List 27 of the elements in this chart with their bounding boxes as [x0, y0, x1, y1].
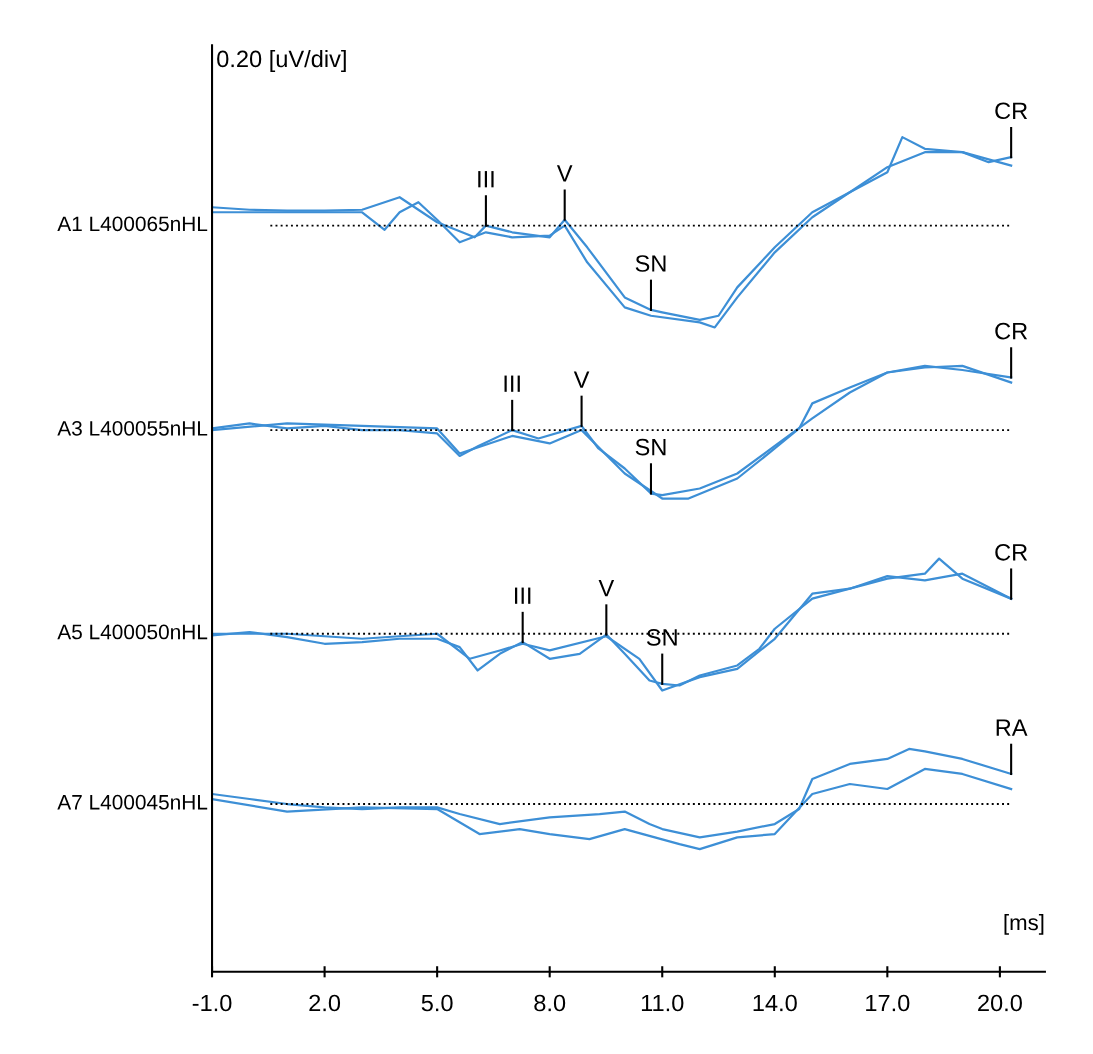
annotation: V [573, 371, 590, 388]
annotation: CR [995, 102, 1028, 120]
x-tick-label: -1.0 [192, 994, 232, 1012]
x-tick-label: 5.0 [421, 994, 453, 1012]
text: A5 L400050nHL [57, 624, 208, 640]
annotation: III [515, 587, 531, 604]
x-tick-label: 14.0 [753, 994, 797, 1012]
text: A7 L400045nHL [57, 794, 208, 810]
x-tick-label: 11.0 [641, 994, 684, 1012]
x-axis-title: [ms] [1004, 914, 1044, 935]
annotation: CR [995, 543, 1028, 561]
annotation: SN [635, 438, 666, 456]
x-tick-label: 2.0 [309, 994, 341, 1012]
annotation: SN [635, 255, 666, 272]
annotation: III [504, 375, 520, 392]
text: A3 L400055nHL [57, 420, 208, 436]
annotation: V [556, 165, 573, 182]
annotation: RA [996, 719, 1028, 736]
annotation: III [478, 171, 494, 188]
x-tick-label: 8.0 [534, 994, 566, 1012]
annotation: CR [995, 322, 1028, 340]
text: A1 L400065nHL [57, 216, 208, 232]
x-tick-label: 20.0 [978, 994, 1022, 1012]
y-axis-title: 0.20 [uV/div] [217, 49, 346, 72]
annotation: V [598, 580, 615, 597]
x-tick-label: 17.0 [866, 994, 910, 1012]
annotation: SN [646, 629, 677, 646]
